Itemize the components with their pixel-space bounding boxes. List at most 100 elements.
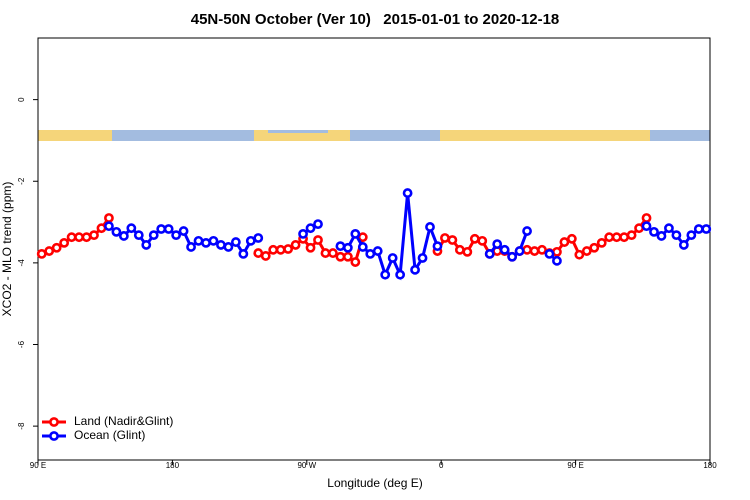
data-point bbox=[193, 235, 204, 246]
data-point bbox=[223, 242, 234, 252]
data-point bbox=[664, 223, 674, 234]
data-point bbox=[186, 242, 196, 252]
data-point bbox=[402, 188, 413, 198]
legend-marker bbox=[49, 417, 59, 427]
data-point bbox=[111, 226, 122, 237]
data-point bbox=[275, 244, 286, 255]
data-point bbox=[126, 223, 137, 234]
data-point bbox=[350, 228, 361, 239]
data-point bbox=[656, 231, 667, 241]
data-point bbox=[178, 226, 189, 236]
data-point bbox=[365, 248, 376, 259]
data-point bbox=[201, 237, 211, 248]
data-point bbox=[342, 242, 353, 253]
data-point bbox=[425, 222, 435, 232]
data-point bbox=[320, 248, 331, 258]
data-point bbox=[148, 230, 159, 241]
data-point bbox=[484, 248, 495, 259]
data-point bbox=[305, 223, 316, 234]
y-tick-label: -6 bbox=[17, 340, 26, 348]
data-point bbox=[552, 246, 562, 257]
data-point bbox=[410, 264, 420, 275]
ocean-strip bbox=[650, 130, 710, 141]
data-point bbox=[59, 237, 70, 248]
data-point bbox=[417, 253, 428, 263]
data-point bbox=[529, 246, 540, 256]
data-point bbox=[626, 230, 637, 241]
data-point bbox=[432, 241, 443, 252]
data-point bbox=[492, 239, 503, 250]
ocean-strip bbox=[112, 130, 254, 141]
data-point bbox=[641, 213, 652, 223]
data-point bbox=[440, 233, 450, 243]
data-point bbox=[51, 242, 62, 253]
data-point bbox=[335, 251, 346, 262]
y-tick-label: 0 bbox=[17, 97, 26, 102]
x-tick-label: 90 E bbox=[567, 461, 583, 470]
data-point bbox=[230, 237, 241, 247]
data-point bbox=[372, 246, 383, 256]
data-point bbox=[283, 244, 294, 254]
data-point bbox=[447, 235, 458, 245]
data-point bbox=[253, 233, 264, 243]
data-point bbox=[641, 221, 652, 232]
data-point bbox=[313, 219, 323, 230]
x-tick-label: 90 W bbox=[297, 461, 316, 470]
data-point bbox=[604, 232, 615, 243]
x-tick-label: 0 bbox=[439, 461, 444, 470]
data-point bbox=[313, 235, 323, 245]
data-point bbox=[350, 257, 361, 267]
x-axis-label: Longitude (deg E) bbox=[327, 476, 422, 490]
data-point bbox=[171, 230, 182, 241]
data-point bbox=[36, 248, 47, 259]
data-point bbox=[619, 232, 630, 243]
data-point bbox=[44, 246, 55, 256]
data-point bbox=[104, 213, 114, 223]
surface-strip bbox=[38, 130, 710, 141]
data-point bbox=[208, 235, 219, 246]
data-point bbox=[133, 230, 144, 241]
data-point bbox=[96, 223, 107, 234]
y-tick-label: -8 bbox=[17, 422, 26, 430]
data-point bbox=[544, 248, 555, 259]
chart-title: 45N-50N October (Ver 10) 2015-01-01 to 2… bbox=[191, 11, 560, 28]
data-point bbox=[305, 242, 316, 253]
data-point bbox=[395, 269, 406, 280]
ocean-strip bbox=[350, 130, 440, 141]
data-point bbox=[611, 232, 622, 243]
plot-frame bbox=[37, 37, 711, 461]
y-axis-label: XCO2 - MLO trend (ppm) bbox=[0, 182, 14, 317]
data-point bbox=[156, 224, 167, 234]
data-point bbox=[342, 251, 353, 262]
data-point bbox=[89, 230, 99, 241]
data-point bbox=[649, 226, 659, 237]
data-point bbox=[245, 235, 256, 246]
legend-label: Ocean (Glint) bbox=[74, 428, 145, 442]
data-point bbox=[81, 232, 92, 243]
data-point bbox=[499, 244, 510, 255]
data-point bbox=[357, 242, 368, 252]
data-point bbox=[671, 230, 682, 241]
data-point bbox=[552, 255, 562, 266]
data-point bbox=[693, 224, 704, 234]
data-point bbox=[118, 231, 129, 241]
ocean-strip bbox=[268, 130, 328, 133]
data-point bbox=[335, 241, 346, 252]
data-point bbox=[328, 248, 338, 258]
data-point bbox=[701, 224, 712, 234]
data-point bbox=[163, 224, 174, 234]
data-point bbox=[514, 246, 525, 256]
data-point bbox=[522, 244, 532, 255]
data-point bbox=[238, 248, 249, 259]
data-point bbox=[380, 269, 391, 280]
data-point bbox=[469, 233, 480, 244]
data-point bbox=[566, 233, 577, 244]
data-point bbox=[260, 251, 271, 261]
x-tick-label: 90 E bbox=[30, 461, 46, 470]
data-point bbox=[268, 244, 279, 255]
data-point bbox=[387, 253, 398, 263]
data-point bbox=[357, 232, 368, 243]
data-point bbox=[462, 246, 473, 257]
y-tick-label: -2 bbox=[17, 177, 26, 185]
